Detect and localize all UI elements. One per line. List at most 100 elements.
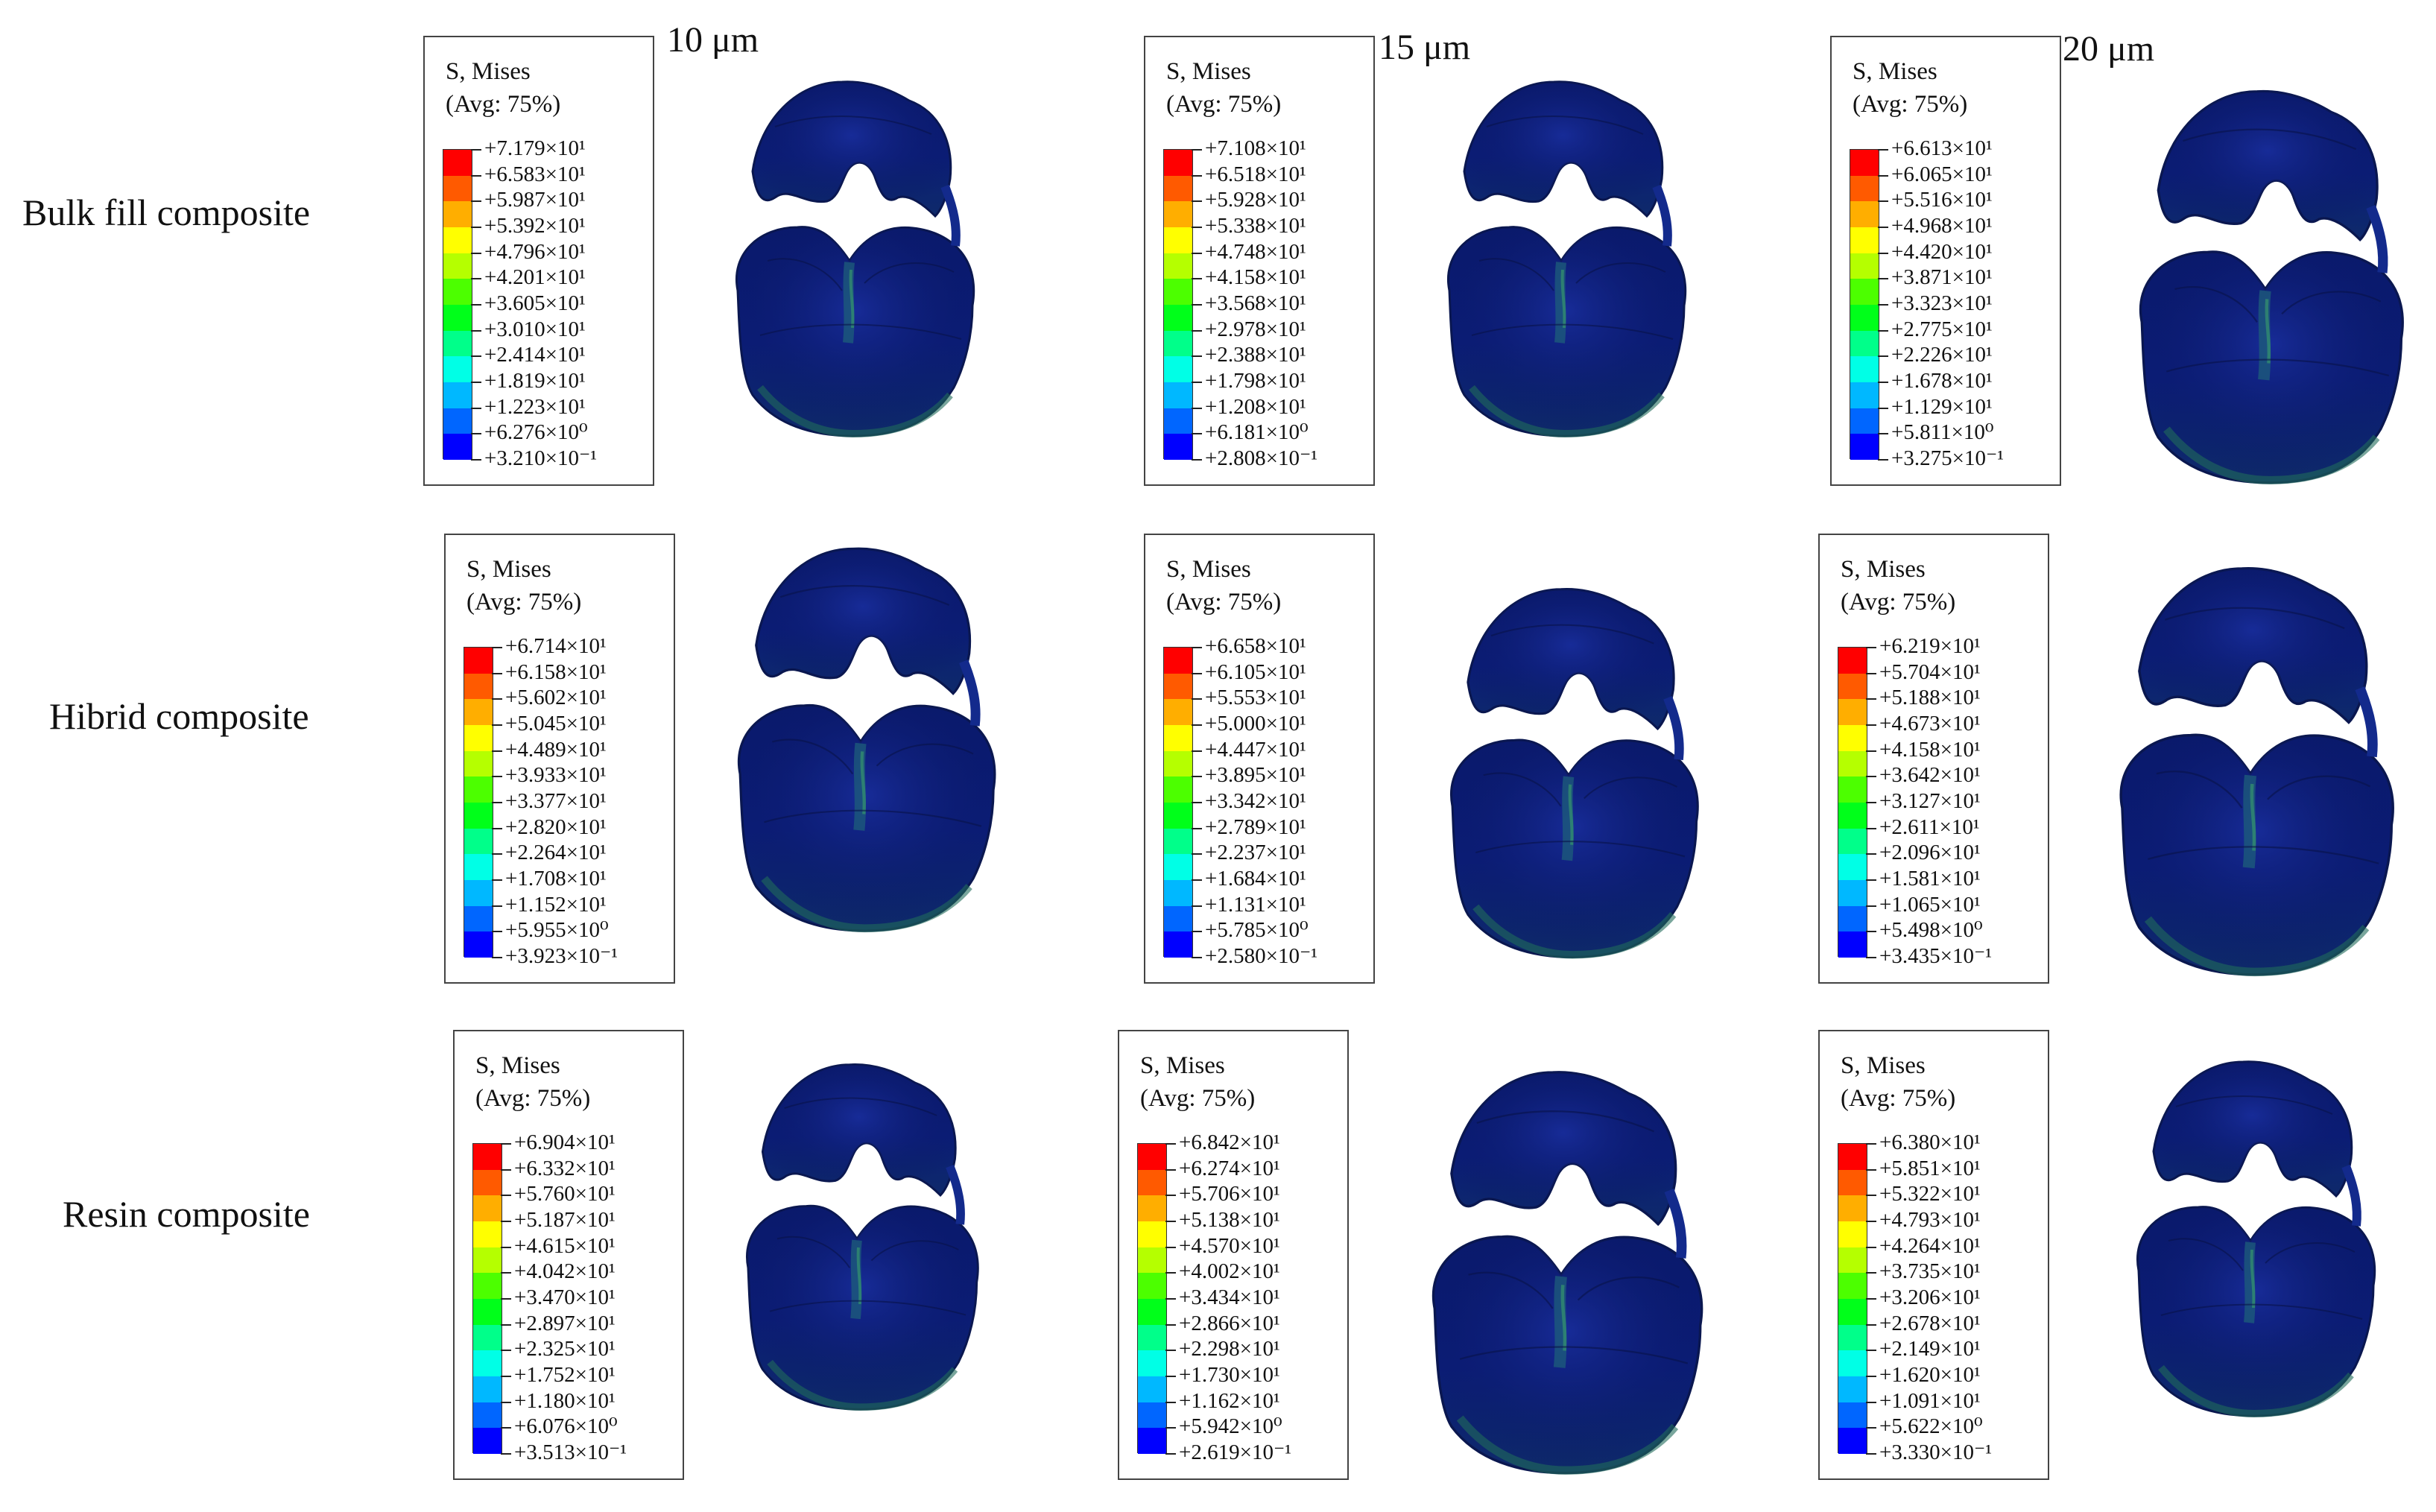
legend-value: +3.933×10¹ — [505, 763, 607, 788]
colorbar-segment — [1850, 201, 1879, 228]
colorbar-tick — [492, 853, 502, 855]
colorbar-segment — [473, 1195, 502, 1222]
legend-subtitle: (Avg: 75%) — [475, 1085, 591, 1112]
colorbar-tick — [492, 647, 502, 648]
legend-value: +1.091×10¹ — [1879, 1388, 1981, 1413]
legend-value: +1.162×10¹ — [1179, 1388, 1280, 1413]
colorbar-tick — [1866, 1350, 1876, 1352]
column-title-15um: 15 μm — [1379, 28, 1471, 67]
colorbar-segment — [1164, 356, 1192, 383]
colorbar-tick — [1192, 802, 1202, 803]
colorbar-segment — [473, 1299, 502, 1326]
colorbar-segment — [1850, 408, 1879, 434]
tooth-model-resin-15um — [1401, 1047, 1721, 1494]
colorbar-tick — [1165, 1401, 1176, 1403]
colorbar-tick — [1866, 1168, 1876, 1171]
colorbar-tick — [471, 407, 481, 409]
colorbar-tick — [501, 1427, 511, 1429]
colorbar-tick — [1165, 1168, 1176, 1171]
legend-value: +1.581×10¹ — [1879, 867, 1981, 891]
legend-value: +3.605×10¹ — [484, 291, 586, 315]
colorbar-tick — [1878, 304, 1888, 306]
colorbar-segment — [464, 854, 493, 881]
colorbar-segment — [1850, 330, 1879, 357]
legend-value: +7.179×10¹ — [484, 136, 586, 160]
colorbar-tick — [1192, 382, 1202, 383]
legend-value: +2.808×10⁻¹ — [1205, 446, 1317, 470]
colorbar-tick — [492, 750, 502, 752]
legend-value: +2.325×10¹ — [514, 1337, 616, 1361]
colorbar-tick — [1192, 905, 1202, 907]
colorbar-segment — [1838, 1402, 1867, 1429]
colorbar-segment — [464, 750, 493, 777]
legend-bulk-10um: S, Mises (Avg: 75%) +7.179×10¹ +6.583×10¹ +5… — [423, 36, 654, 486]
legend-value: +5.928×10¹ — [1205, 188, 1306, 212]
colorbar-tick — [492, 672, 502, 674]
colorbar-segment — [464, 828, 493, 855]
legend-resin-15um: S, Mises (Avg: 75%) +6.842×10¹ +6.274×10¹ +5… — [1118, 1030, 1349, 1480]
legend-value: +4.793×10¹ — [1879, 1208, 1981, 1232]
legend-value: +4.158×10¹ — [1879, 737, 1981, 762]
colorbar-tick — [1165, 1272, 1176, 1274]
legend-value: +6.518×10¹ — [1205, 162, 1306, 186]
colorbar-tick — [501, 1143, 511, 1145]
colorbar-segment — [473, 1169, 502, 1196]
colorbar-tick — [1192, 776, 1202, 778]
legend-value: +5.851×10¹ — [1879, 1156, 1981, 1180]
colorbar-segment — [1164, 803, 1192, 829]
colorbar-tick — [1192, 278, 1202, 280]
colorbar-segment — [1838, 699, 1867, 726]
legend-value: +7.108×10¹ — [1205, 136, 1306, 160]
colorbar-tick — [1192, 304, 1202, 306]
colorbar-tick — [1866, 1272, 1876, 1274]
colorbar-tick — [501, 1323, 511, 1326]
colorbar-tick — [1192, 329, 1202, 332]
legend-value: +1.180×10¹ — [514, 1388, 616, 1413]
colorbar-segment — [1164, 305, 1192, 332]
colorbar-segment — [1164, 382, 1192, 409]
colorbar-segment — [1850, 356, 1879, 383]
colorbar-segment — [1164, 227, 1192, 254]
colorbar-tick — [1165, 1376, 1176, 1377]
colorbar-tick — [492, 776, 502, 778]
colorbar — [1850, 149, 1879, 461]
legend-subtitle: (Avg: 75%) — [466, 589, 582, 616]
legend-value: +5.392×10¹ — [484, 214, 586, 238]
legend-value: +3.470×10¹ — [514, 1285, 616, 1309]
legend-value: +2.237×10¹ — [1205, 841, 1306, 865]
colorbar-segment — [1838, 905, 1867, 932]
colorbar-segment — [473, 1324, 502, 1351]
legend-value: +3.923×10⁻¹ — [505, 944, 618, 968]
legend-value: +3.377×10¹ — [505, 789, 607, 813]
legend-value: +1.798×10¹ — [1205, 369, 1306, 393]
colorbar-segment — [1838, 828, 1867, 855]
legend-value: +5.138×10¹ — [1179, 1208, 1280, 1232]
colorbar-tick — [471, 459, 481, 461]
legend-value: +1.708×10¹ — [505, 867, 607, 891]
colorbar-segment — [464, 880, 493, 907]
row-label-bulk-fill: Bulk fill composite — [22, 192, 311, 233]
colorbar-segment — [1138, 1428, 1166, 1455]
colorbar-tick — [1878, 149, 1888, 151]
legend-value: +3.206×10¹ — [1879, 1285, 1981, 1309]
legend-value: +5.188×10¹ — [1879, 686, 1981, 710]
colorbar-tick — [1866, 1221, 1876, 1222]
colorbar-segment — [1838, 880, 1867, 907]
legend-value: +3.642×10¹ — [1879, 763, 1981, 788]
colorbar-tick — [1866, 1143, 1876, 1145]
colorbar-segment — [1138, 1144, 1166, 1171]
colorbar-segment — [1850, 175, 1879, 202]
colorbar-segment — [1164, 725, 1192, 752]
colorbar-segment — [1850, 253, 1879, 279]
colorbar-segment — [1838, 1299, 1867, 1326]
legend-value: +2.775×10¹ — [1891, 317, 1993, 341]
colorbar-tick — [1866, 1298, 1876, 1300]
colorbar-segment — [464, 648, 493, 674]
legend-value: +5.704×10¹ — [1879, 659, 1981, 684]
legend-value: +1.208×10¹ — [1205, 394, 1306, 419]
legend-value: +3.127×10¹ — [1879, 789, 1981, 813]
colorbar-tick — [1878, 252, 1888, 254]
legend-value: +2.580×10⁻¹ — [1205, 944, 1317, 968]
legend-value: +4.570×10¹ — [1179, 1233, 1280, 1258]
legend-value: +4.615×10¹ — [514, 1233, 616, 1258]
